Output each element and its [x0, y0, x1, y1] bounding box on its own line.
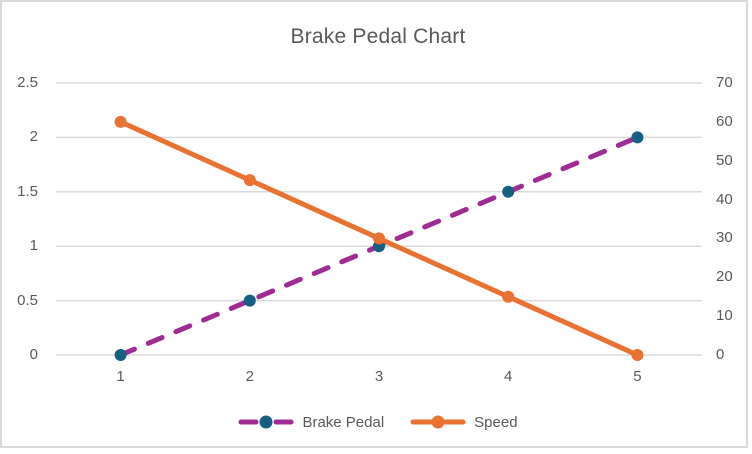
chart-title: Brake Pedal Chart — [290, 25, 466, 48]
legend-marker-icon — [431, 415, 445, 429]
x-axis-tick-label: 1 — [116, 368, 125, 385]
legend-swatch-speed — [410, 415, 466, 429]
data-point-speed — [502, 290, 515, 303]
legend-item-brake-pedal: Brake Pedal — [238, 414, 384, 431]
left-axis-tick-label: 1.5 — [17, 182, 38, 200]
data-point-brake-pedal — [502, 185, 515, 198]
legend-label: Brake Pedal — [302, 413, 385, 431]
right-axis-tick-label: 30 — [716, 229, 733, 247]
left-axis-tick-label: 1 — [29, 237, 38, 255]
legend-label: Speed — [474, 413, 518, 431]
legend-item-speed: Speed — [410, 413, 518, 431]
data-point-brake-pedal — [114, 349, 127, 361]
left-axis-tick-label: 0.5 — [17, 291, 38, 309]
left-axis-tick-label: 2 — [29, 128, 38, 146]
data-point-speed — [114, 115, 127, 128]
x-axis-tick-label: 3 — [374, 368, 384, 385]
right-axis-tick-label: 10 — [716, 307, 733, 325]
data-point-speed — [243, 174, 256, 187]
legend-swatch-brake-pedal — [238, 415, 294, 429]
data-point-brake-pedal — [243, 294, 256, 307]
right-axis-tick-label: 50 — [716, 151, 733, 169]
left-axis-tick-label: 2.5 — [17, 74, 38, 91]
right-axis-tick-label: 60 — [716, 112, 733, 130]
data-point-speed — [631, 349, 644, 361]
right-axis-tick-label: 40 — [716, 190, 733, 208]
x-axis-tick-label: 5 — [633, 368, 642, 385]
right-axis-tick-label: 0 — [716, 346, 725, 363]
left-axis-tick-label: 0 — [29, 346, 38, 363]
right-axis-tick-label: 20 — [716, 268, 733, 286]
x-axis-tick-label: 4 — [504, 368, 513, 385]
legend: Brake Pedal Speed — [2, 408, 752, 436]
right-axis-tick-label: 70 — [716, 74, 733, 91]
x-axis-tick-label: 2 — [245, 368, 254, 385]
data-point-speed — [373, 232, 385, 245]
data-point-brake-pedal — [631, 131, 644, 144]
legend-marker-icon — [259, 415, 273, 429]
